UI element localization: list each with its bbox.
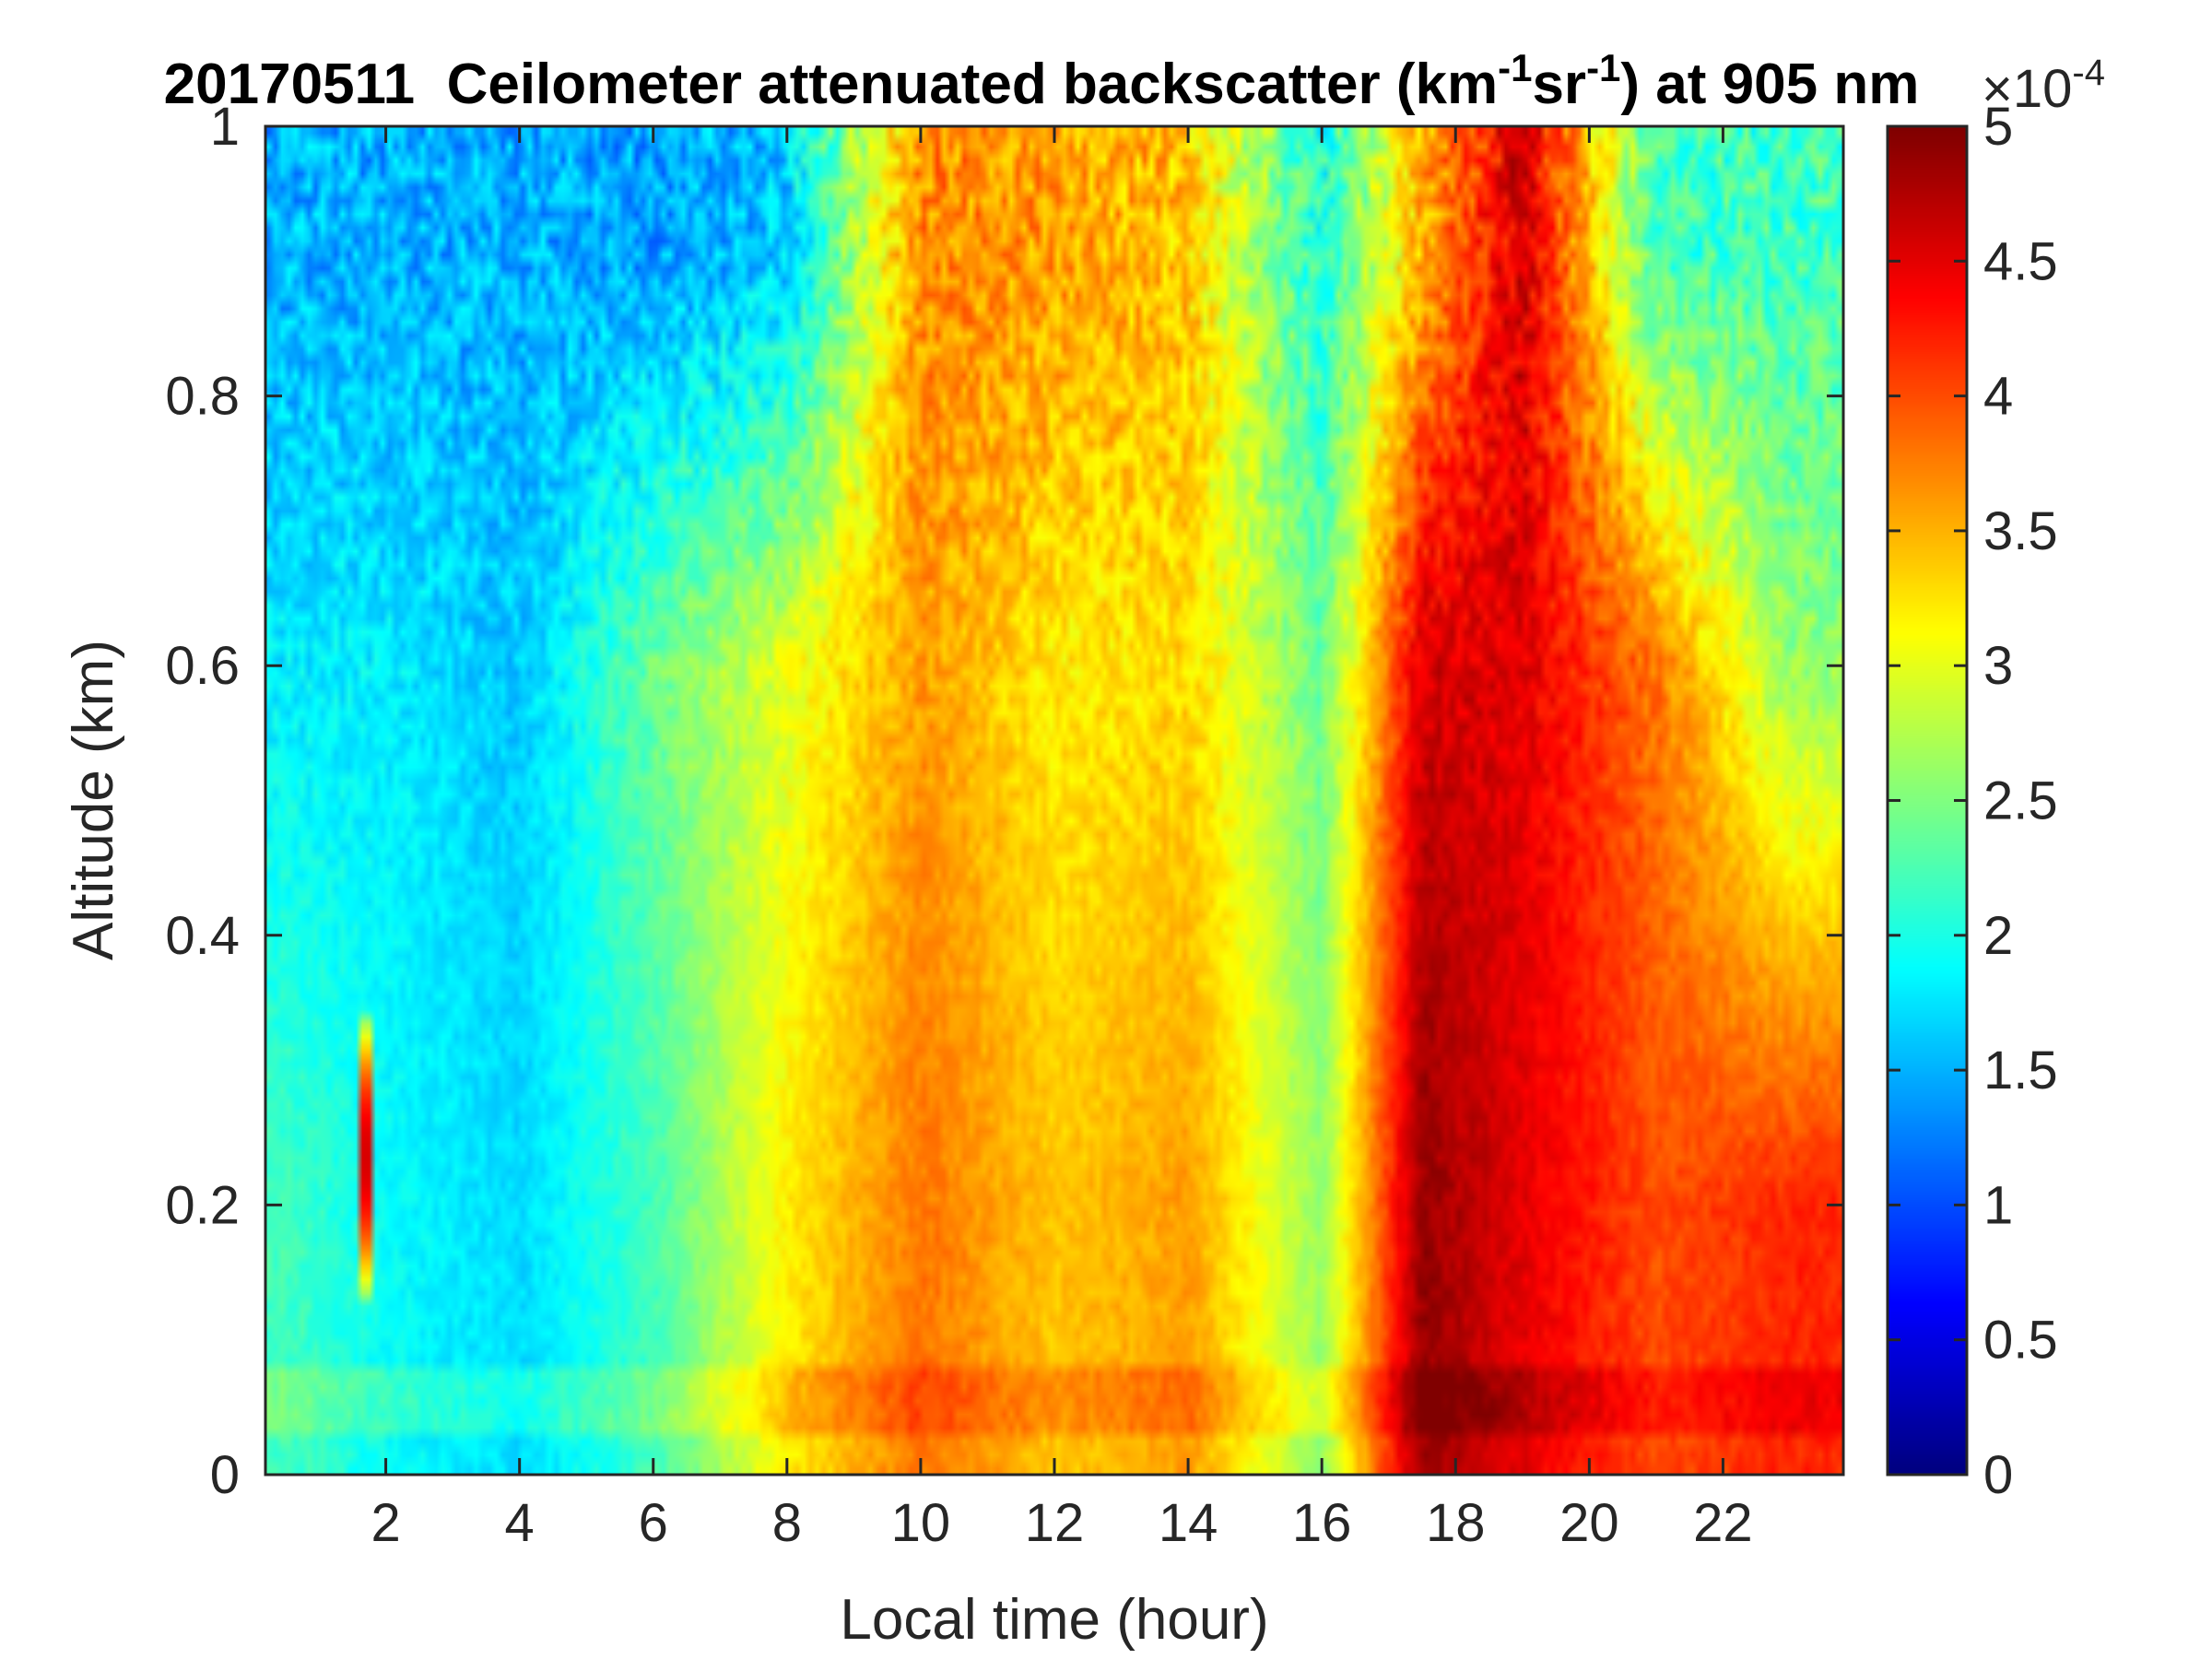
colorbar-tick-label: 3 [1983,636,2013,696]
colorbar-exponent-base: ×10 [1982,59,2072,119]
x-tick-label: 14 [1159,1493,1218,1553]
y-tick-label: 0 [210,1445,240,1505]
colorbar-tick-label: 3.5 [1983,501,2058,561]
colorbar-ticks: 0 0.5 1 1.5 2 2.5 3 3.5 4 4.5 5 [1888,97,2058,1505]
x-axis-label: Local time (hour) [840,1588,1268,1652]
x-tick-label: 10 [891,1493,951,1553]
colorbar-tick-label: 2.5 [1983,771,2058,831]
colorbar-tick-label: 1.5 [1983,1041,2058,1100]
heatmap-image [265,126,1843,1475]
colorbar-gradient [1888,126,1967,1475]
colorbar-exponent-power: -4 [2072,53,2105,93]
x-tick-label: 6 [639,1493,668,1553]
y-tick-label: 0.4 [165,906,240,966]
y-tick-label: 0.6 [165,636,240,696]
colorbar-tick-label: 0 [1983,1445,2013,1505]
x-tick-label: 22 [1693,1493,1753,1553]
y-tick-label: 0.2 [165,1175,240,1235]
colorbar: 0 0.5 1 1.5 2 2.5 3 3.5 4 4.5 5 ×10-4 [1886,53,2105,1505]
colorbar-tick-label: 1 [1983,1175,2013,1235]
x-tick-label: 2 [371,1493,400,1553]
y-axis-label: Altitude (km) [62,640,125,960]
y-axis: 0 0.2 0.4 0.6 0.8 1 [165,97,1843,1505]
title-date: 20170511 [164,53,415,116]
x-tick-label: 4 [505,1493,535,1553]
y-tick-label: 1 [210,97,240,157]
chart-title: 20170511 Ceilometer attenuated backscatt… [164,46,1920,116]
x-tick-label: 20 [1559,1493,1619,1553]
y-tick-label: 0.8 [165,367,240,427]
title-sup-1: -1 [1498,46,1532,89]
x-tick-label: 8 [772,1493,802,1553]
colorbar-tick-label: 2 [1983,906,2013,966]
x-tick-label: 12 [1025,1493,1085,1553]
x-tick-label: 16 [1292,1493,1352,1553]
plot-area [264,124,1845,1477]
x-tick-label: 18 [1426,1493,1486,1553]
title-main: Ceilometer attenuated backscatter (km [447,53,1499,116]
colorbar-exponent: ×10-4 [1982,53,2105,119]
colorbar-tick-label: 0.5 [1983,1311,2058,1371]
title-mid: sr [1532,53,1586,116]
colorbar-tick-label: 4 [1983,367,2013,427]
x-axis: 2 4 6 8 10 12 14 16 18 20 22 [371,126,1753,1553]
title-tail: ) at 905 nm [1620,53,1919,116]
title-sup-2: -1 [1586,46,1620,89]
colorbar-tick-label: 5 [1983,97,2013,157]
colorbar-tick-label: 4.5 [1983,231,2058,291]
